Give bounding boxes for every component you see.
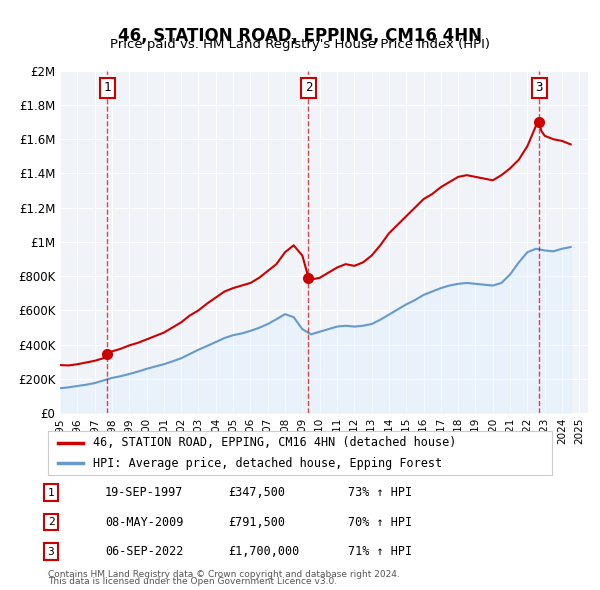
Text: £347,500: £347,500 bbox=[228, 486, 285, 499]
Text: 3: 3 bbox=[47, 547, 55, 556]
Text: 08-MAY-2009: 08-MAY-2009 bbox=[105, 516, 184, 529]
Text: 2: 2 bbox=[47, 517, 55, 527]
Text: 1: 1 bbox=[103, 81, 111, 94]
Text: Contains HM Land Registry data © Crown copyright and database right 2024.: Contains HM Land Registry data © Crown c… bbox=[48, 571, 400, 579]
Text: This data is licensed under the Open Government Licence v3.0.: This data is licensed under the Open Gov… bbox=[48, 578, 337, 586]
Text: 06-SEP-2022: 06-SEP-2022 bbox=[105, 545, 184, 558]
Text: 70% ↑ HPI: 70% ↑ HPI bbox=[348, 516, 412, 529]
Text: 1: 1 bbox=[47, 488, 55, 497]
Text: 2: 2 bbox=[305, 81, 312, 94]
Text: £1,700,000: £1,700,000 bbox=[228, 545, 299, 558]
Text: 19-SEP-1997: 19-SEP-1997 bbox=[105, 486, 184, 499]
Text: Price paid vs. HM Land Registry's House Price Index (HPI): Price paid vs. HM Land Registry's House … bbox=[110, 38, 490, 51]
Text: £791,500: £791,500 bbox=[228, 516, 285, 529]
Text: 46, STATION ROAD, EPPING, CM16 4HN: 46, STATION ROAD, EPPING, CM16 4HN bbox=[118, 27, 482, 45]
Text: 73% ↑ HPI: 73% ↑ HPI bbox=[348, 486, 412, 499]
Text: 46, STATION ROAD, EPPING, CM16 4HN (detached house): 46, STATION ROAD, EPPING, CM16 4HN (deta… bbox=[94, 436, 457, 449]
Text: HPI: Average price, detached house, Epping Forest: HPI: Average price, detached house, Eppi… bbox=[94, 457, 442, 470]
Text: 71% ↑ HPI: 71% ↑ HPI bbox=[348, 545, 412, 558]
Text: 3: 3 bbox=[535, 81, 543, 94]
